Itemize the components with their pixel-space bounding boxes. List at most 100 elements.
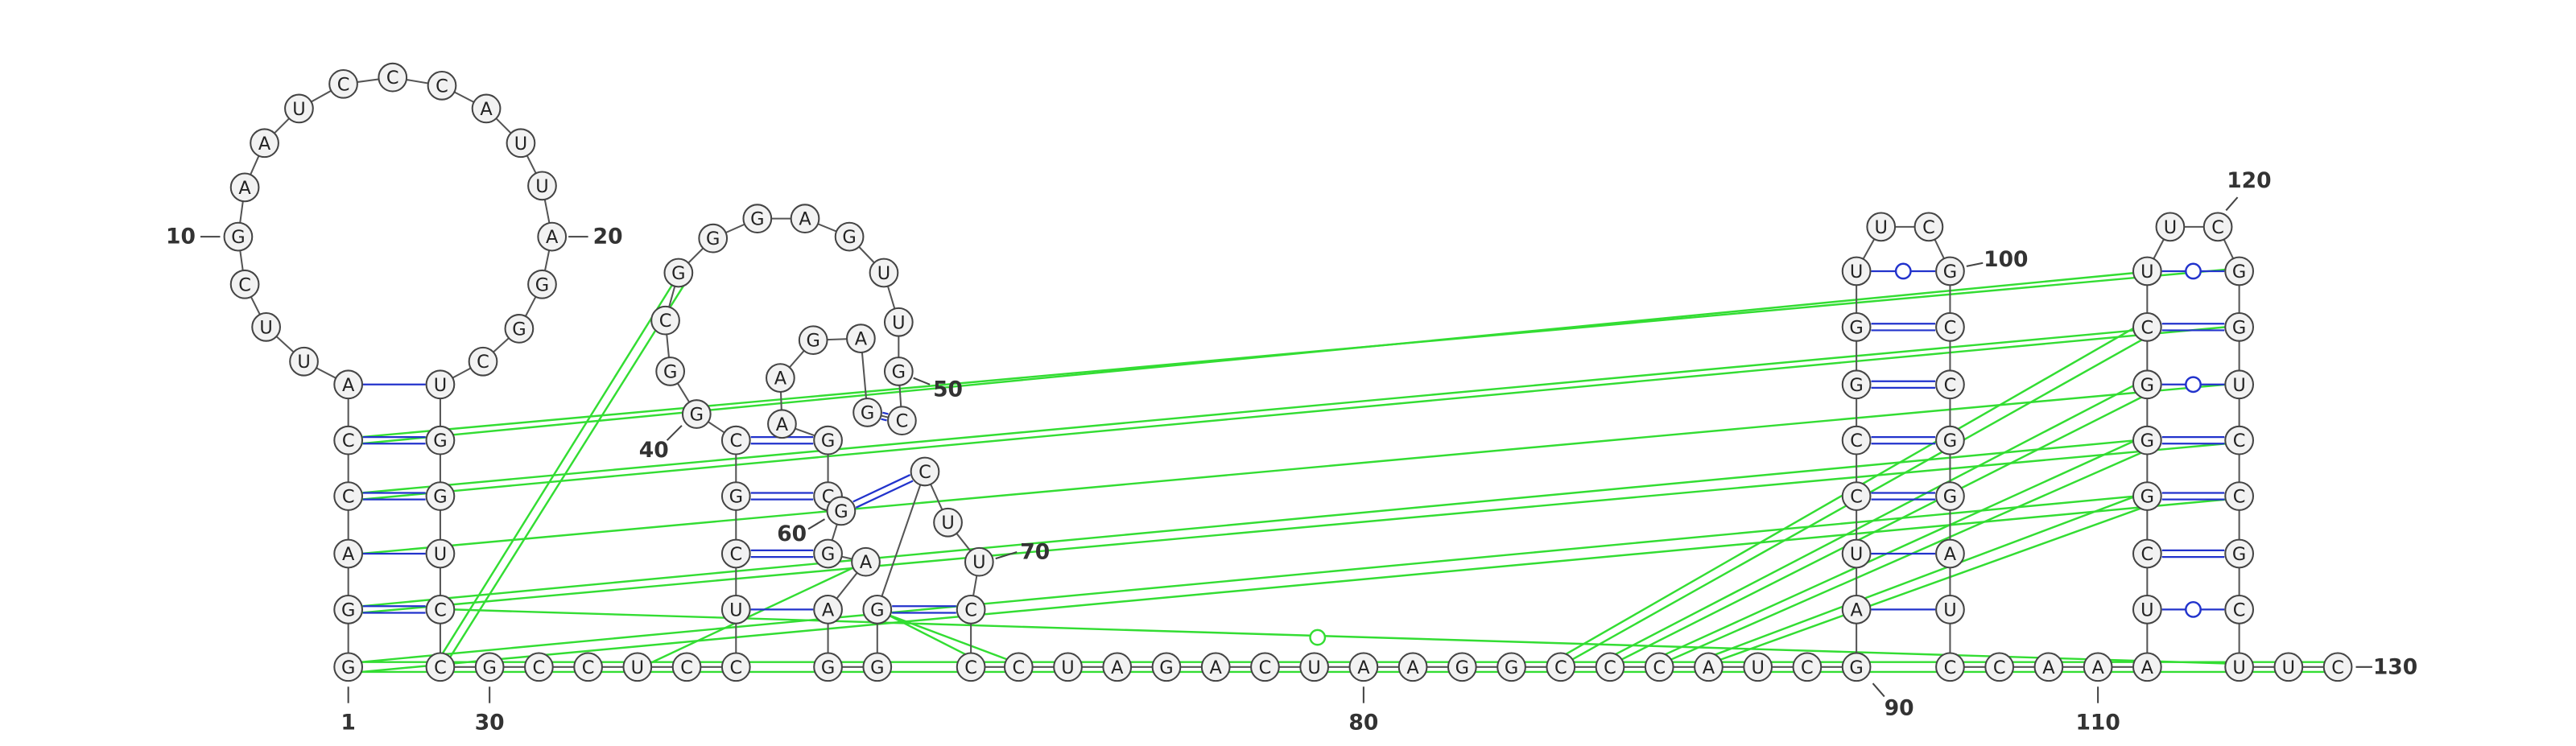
nucleotide-circle bbox=[1595, 652, 1625, 682]
nucleotide-letter: A bbox=[1703, 657, 1715, 678]
position-label: 80 bbox=[1348, 711, 1378, 736]
nucleotide-letter: U bbox=[2232, 375, 2245, 396]
nucleotide-letter: C bbox=[386, 68, 399, 89]
nucleotide-letter: G bbox=[842, 227, 856, 248]
nucleotide-circle bbox=[2224, 538, 2254, 569]
interaction-line bbox=[439, 282, 675, 658]
nucleotide-circle bbox=[1935, 538, 1965, 569]
nucleotide-circle bbox=[622, 652, 653, 682]
position-label: 20 bbox=[593, 225, 623, 249]
nucleotide-letter: U bbox=[1850, 544, 1863, 565]
nucleotide-letter: G bbox=[341, 657, 355, 678]
backbone bbox=[237, 76, 2339, 668]
interaction-line bbox=[1619, 393, 2148, 662]
label-tick bbox=[2225, 196, 2239, 212]
nucleotide-circle bbox=[425, 652, 456, 682]
nucleotide-circle bbox=[1299, 652, 1330, 682]
nucleotide-circle bbox=[504, 314, 535, 344]
nucleotide-circle bbox=[1397, 652, 1428, 682]
nucleotide-circle bbox=[223, 221, 254, 252]
tertiary-interactions bbox=[348, 268, 2339, 674]
nucleotide-letter: U bbox=[1751, 657, 1764, 678]
nucleotide-circle bbox=[524, 652, 554, 682]
nucleotide-circle bbox=[506, 128, 536, 159]
nucleotide-letter: G bbox=[433, 487, 447, 508]
nucleotide-letter: A bbox=[855, 329, 868, 350]
nucleotide-circle bbox=[1841, 538, 1872, 569]
nucleotide-circle bbox=[333, 481, 364, 511]
nucleotide-circle bbox=[2224, 652, 2254, 682]
nucleotide-letter: C bbox=[2233, 487, 2246, 508]
backbone-link bbox=[876, 471, 926, 610]
nucleotide-letter: A bbox=[480, 99, 493, 120]
nucleotide-letter: C bbox=[477, 352, 489, 373]
nucleotide-circle bbox=[1935, 652, 1965, 682]
nucleotide-circle bbox=[851, 546, 881, 577]
nucleotide-circle bbox=[425, 369, 456, 400]
nucleotide-letter: C bbox=[2141, 544, 2154, 565]
nucleotide-circle bbox=[869, 258, 899, 288]
nucleotide-circle bbox=[573, 652, 603, 682]
nucleotide-letter: C bbox=[434, 657, 447, 678]
nucleotide-letter: A bbox=[1357, 657, 1370, 678]
position-label: 130 bbox=[2373, 654, 2417, 679]
position-label: 120 bbox=[2227, 168, 2271, 193]
nucleotide-letter: C bbox=[659, 311, 672, 332]
nucleotide-letter: C bbox=[342, 487, 355, 508]
nucleotide-circle bbox=[2132, 481, 2162, 511]
nucleotide-circle bbox=[425, 538, 456, 569]
nucleotide-circle bbox=[2224, 425, 2254, 455]
nucleotide-letter: C bbox=[434, 600, 447, 620]
nucleotide-circle bbox=[2132, 538, 2162, 569]
nucleotide-letter: U bbox=[1850, 262, 1863, 282]
nucleotide-circle bbox=[2132, 595, 2162, 624]
wobble-marker bbox=[2185, 376, 2202, 394]
nucleotide-circle bbox=[2273, 652, 2304, 682]
interaction-line bbox=[361, 443, 2227, 614]
nucleotide-letter: A bbox=[2091, 657, 2104, 678]
nucleotide-circle bbox=[2224, 256, 2254, 286]
nucleotide-circle bbox=[527, 171, 557, 201]
nucleotide-letter: G bbox=[482, 657, 496, 678]
nucleotide-letter: C bbox=[337, 74, 350, 95]
nucleotide-letter: U bbox=[535, 176, 548, 197]
nucleotide-circle bbox=[1841, 595, 1872, 624]
nucleotide-letter: G bbox=[750, 209, 764, 230]
nucleotide-circle bbox=[250, 128, 279, 159]
nucleotide-letter: U bbox=[941, 513, 954, 534]
nucleotide-circle bbox=[1935, 369, 1965, 400]
nucleotide-letter: G bbox=[821, 431, 835, 451]
nucleotide-circle bbox=[425, 481, 456, 511]
nucleotide-circle bbox=[2132, 256, 2162, 286]
nucleotide-circle bbox=[883, 357, 914, 386]
nucleotide-letter: C bbox=[342, 431, 355, 451]
nucleotide-letter: G bbox=[2140, 375, 2154, 396]
nucleotide-circle bbox=[1935, 425, 1965, 455]
label-tick bbox=[666, 425, 683, 441]
nucleotide-letter: A bbox=[1944, 544, 1957, 565]
nucleotide-letter: C bbox=[896, 411, 909, 432]
nucleotide-letter: C bbox=[964, 657, 977, 678]
nucleotide-circle bbox=[720, 425, 751, 455]
nucleotide-letter: C bbox=[919, 462, 931, 483]
nucleotide-circle bbox=[1841, 369, 1872, 400]
interaction-line bbox=[1668, 449, 2148, 662]
nucleotide-circle bbox=[663, 258, 694, 288]
nucleotide-circle bbox=[1841, 311, 1872, 342]
nucleotide-circle bbox=[251, 311, 281, 342]
nucleotide-letter: G bbox=[663, 361, 677, 382]
nucleotide-letter: G bbox=[729, 487, 743, 508]
nucleotide-letter: U bbox=[1307, 657, 1320, 678]
label-tick bbox=[995, 550, 1018, 560]
nucleotide-circle bbox=[671, 652, 702, 682]
nucleotide-circle bbox=[2224, 369, 2254, 400]
nucleotide-letter: C bbox=[1993, 657, 2006, 678]
nucleotide-circle bbox=[887, 406, 917, 436]
nucleotide-letter: C bbox=[729, 544, 742, 565]
nucleotide-circle bbox=[742, 204, 773, 234]
nucleotide-circle bbox=[328, 68, 358, 99]
nucleotide-circle bbox=[333, 369, 364, 400]
label-tick bbox=[1872, 682, 1885, 698]
nucleotide-circle bbox=[2132, 369, 2162, 400]
interaction-line bbox=[453, 608, 2235, 665]
